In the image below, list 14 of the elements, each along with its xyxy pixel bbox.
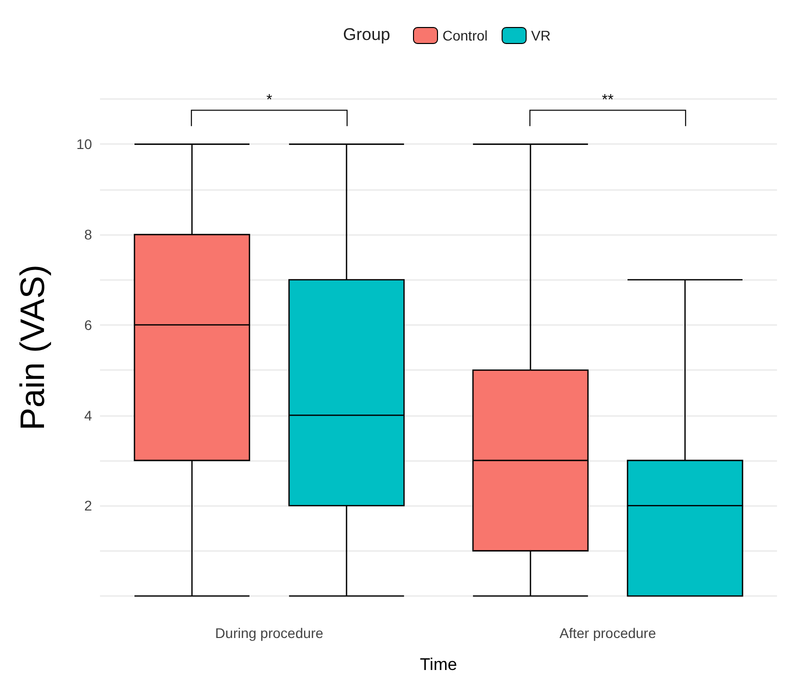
annotation: **	[602, 91, 614, 108]
y-tick-label: 10	[76, 136, 92, 152]
x-tick-label: During procedure	[215, 625, 324, 641]
legend-label: Control	[442, 28, 488, 44]
legend-label: VR	[531, 28, 551, 44]
x-axis-title: Time	[420, 655, 458, 674]
y-tick-label: 4	[84, 407, 92, 424]
y-axis-title: Pain (VAS)	[14, 264, 52, 430]
annotation: *	[266, 91, 272, 108]
x-tick-label: After procedure	[560, 625, 656, 641]
legend-title: Group	[343, 25, 390, 44]
y-tick-label: 2	[84, 498, 92, 514]
y-tick-label: 6	[84, 316, 92, 333]
y-tick-label: 8	[84, 226, 92, 243]
